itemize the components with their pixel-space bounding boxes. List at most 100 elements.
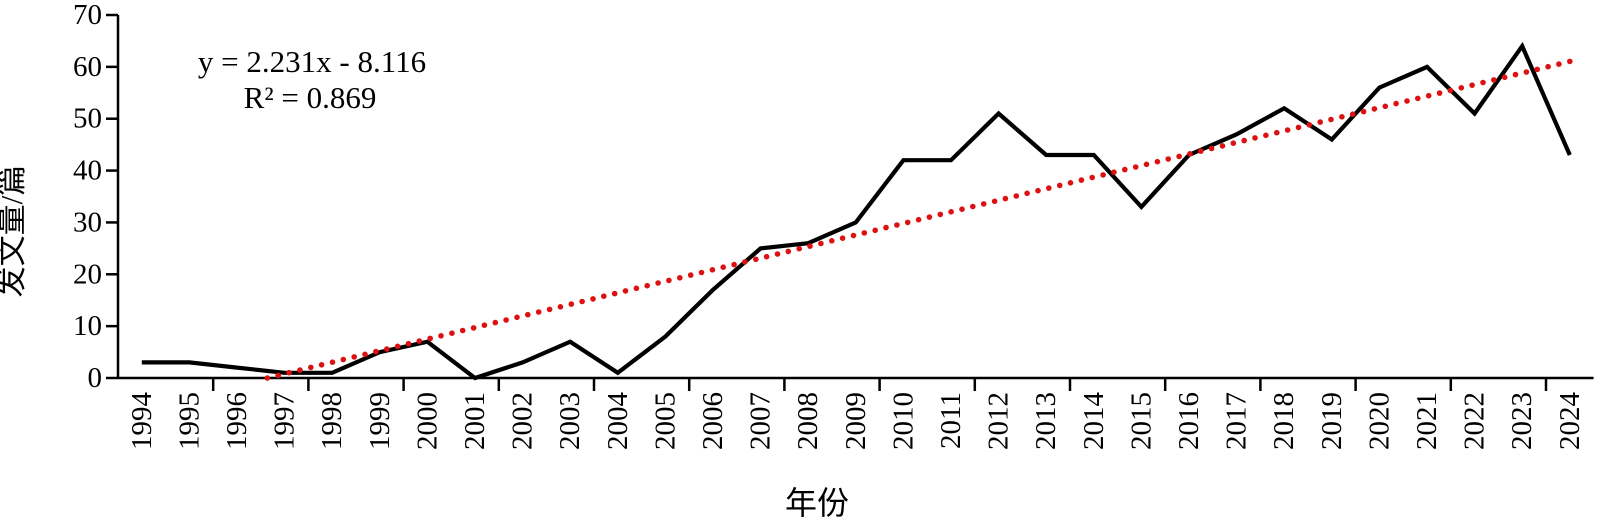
trendline-dot (655, 280, 661, 286)
trendline-dot (959, 206, 965, 212)
x-axis-year-label: 2007 (745, 392, 777, 450)
x-axis-year-label: 2017 (1221, 392, 1253, 450)
x-axis-year-label: 1999 (364, 392, 396, 450)
trendline-dot (470, 325, 477, 331)
trendline-dot (796, 245, 802, 252)
trendline-dot (1252, 135, 1258, 141)
trendline-dot (937, 211, 944, 218)
trendline-dot (1339, 114, 1345, 120)
trendline-dot (297, 367, 303, 373)
trendline-dot (568, 301, 575, 307)
y-axis-tick-label: 60 (73, 51, 102, 83)
trendline-dot (731, 261, 737, 268)
trendline-dot (1534, 66, 1540, 73)
trendline-dot (807, 243, 813, 249)
trendline-dot (915, 216, 922, 223)
trendline-dot (384, 346, 390, 352)
trendline-dot (1393, 100, 1399, 107)
trendline-dot (351, 354, 358, 360)
trendline-dot (557, 304, 564, 310)
trendline-dot (546, 306, 553, 313)
trendline-dot (894, 222, 900, 228)
trendline-dot (1458, 85, 1465, 91)
trendline-dot (1328, 116, 1334, 123)
x-axis-year-label: 2009 (840, 392, 872, 450)
trendline-dot (275, 372, 282, 379)
x-axis-year-label: 2003 (554, 392, 586, 450)
trendline-dot (514, 314, 520, 321)
x-axis-year-label: 2010 (887, 392, 919, 450)
trendline-dot (1111, 169, 1117, 175)
trendline-dot (405, 340, 412, 347)
chart-generated-layer: 0 10 20 30 40 50 60 70 1994 1995 1996 1997 1998 1999 2… (73, 0, 1594, 450)
trendline-dot (633, 285, 640, 292)
trendline-dot (666, 277, 672, 284)
trendline-dot (427, 335, 434, 342)
trendline-dot (1317, 119, 1323, 125)
x-axis-year-label: 2020 (1363, 392, 1395, 450)
x-axis-year-label: 2022 (1459, 392, 1491, 450)
trendline-dot (1415, 95, 1421, 102)
trendline-equation-label: y = 2.231x - 8.116 (198, 44, 426, 79)
y-axis-tick-label: 0 (88, 362, 103, 394)
x-axis-year-label: 2004 (602, 392, 634, 451)
trendline-dot (818, 240, 824, 247)
trendline-dot (286, 369, 292, 376)
trendline-dot (373, 348, 379, 355)
trendline-dot (1447, 87, 1454, 94)
x-axis-year-label: 2023 (1506, 392, 1538, 450)
y-axis-tick-label: 70 (73, 0, 102, 31)
trendline-dot (1501, 74, 1508, 81)
trendline-dot (763, 253, 770, 260)
trendline-dot (709, 267, 716, 273)
trendline-dot (329, 359, 336, 366)
trendline-dot (644, 282, 650, 289)
x-axis-year-label: 2018 (1268, 392, 1300, 450)
trendline-dot (622, 288, 629, 294)
trendline-dot (829, 238, 835, 244)
x-axis-year-label: 2002 (507, 392, 539, 450)
trendline-dot (861, 230, 868, 236)
trendline-dot (1360, 108, 1367, 115)
trendline-dot (753, 256, 759, 263)
trendline-dot (698, 269, 705, 276)
trendline-dot (1567, 58, 1573, 65)
trendline-dot (449, 330, 455, 337)
trendline-dot (970, 203, 976, 210)
trendline-dot (904, 219, 911, 226)
x-axis-year-label: 1998 (316, 392, 348, 450)
trendline-dot (926, 214, 933, 220)
y-axis-tick-label: 50 (73, 103, 102, 135)
trendline-dot (1143, 161, 1150, 168)
trendline-dot (1024, 190, 1030, 197)
trendline-dot (1512, 71, 1519, 78)
x-axis-year-label: 1997 (269, 392, 301, 450)
x-axis-year-label: 2019 (1316, 392, 1348, 450)
trendline-dot (1349, 111, 1356, 117)
trendline-dot (1480, 79, 1486, 86)
trendline-dot (394, 343, 401, 350)
trendline-dot (720, 264, 726, 271)
y-axis-tick-label: 40 (73, 155, 102, 187)
trendline-dot (1078, 177, 1085, 183)
y-axis-title: 发文量/篇 (0, 165, 29, 298)
trendline-dot (1067, 180, 1074, 186)
x-axis-year-label: 2024 (1554, 392, 1586, 451)
x-axis-year-label: 2006 (697, 392, 729, 450)
trendline-dot (1545, 63, 1551, 70)
trendline-dot (362, 351, 368, 358)
trendline-dot (1219, 143, 1226, 149)
trendline-dot (1404, 98, 1410, 104)
trendline-r-squared-label: R² = 0.869 (244, 80, 377, 115)
trendline-dot (774, 251, 781, 257)
trendline-dot (1176, 153, 1182, 160)
trendline-dot (492, 319, 499, 326)
x-axis-year-label: 2011 (935, 392, 967, 449)
trendline-dot (677, 275, 683, 281)
trendline-dot (1241, 137, 1247, 144)
trendline-dot (308, 364, 314, 371)
trendline-dot (1056, 182, 1063, 189)
x-axis-year-label: 2005 (649, 392, 681, 450)
trendline-dot (601, 293, 607, 300)
